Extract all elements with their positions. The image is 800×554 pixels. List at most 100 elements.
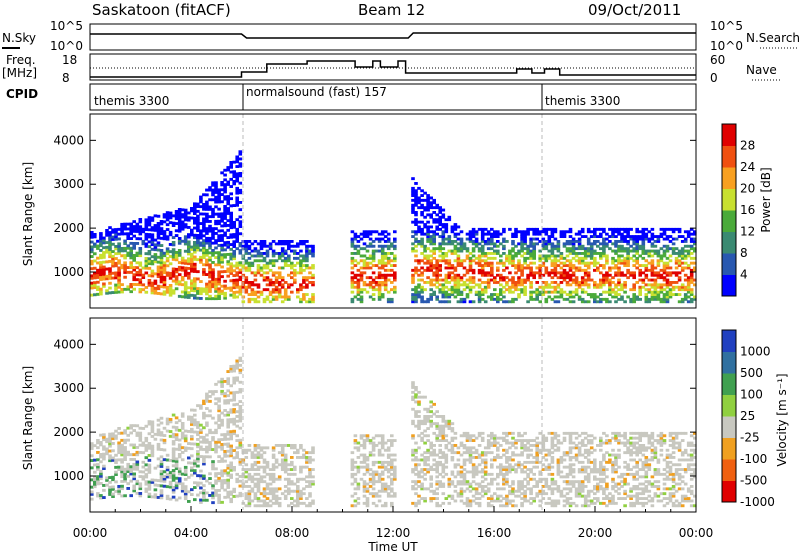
power-cell <box>502 300 506 304</box>
power-cell <box>159 251 164 255</box>
power-cell <box>544 285 549 289</box>
power-cell <box>217 222 221 226</box>
power-cell <box>214 195 218 199</box>
power-cell <box>117 261 121 265</box>
velocity-cell <box>171 486 176 489</box>
power-cell <box>153 224 158 227</box>
velocity-cell <box>244 504 249 508</box>
power-cell <box>599 232 603 236</box>
velocity-cell <box>196 423 200 427</box>
power-cell <box>202 207 206 211</box>
power-cell <box>453 227 458 231</box>
power-cell <box>423 198 427 202</box>
power-cell <box>665 300 670 304</box>
velocity-cell <box>150 495 155 499</box>
power-cell <box>308 249 312 253</box>
velocity-cell <box>390 494 394 498</box>
power-cell <box>629 297 633 301</box>
power-cell <box>544 230 549 234</box>
power-cell <box>196 209 200 213</box>
power-cell <box>193 250 197 254</box>
velocity-cell <box>214 450 218 454</box>
power-cell <box>683 297 688 301</box>
velocity-cell <box>123 455 127 459</box>
velocity-cell <box>386 460 391 464</box>
power-cell <box>196 277 200 281</box>
power-cell <box>553 264 558 267</box>
power-cell <box>141 283 146 287</box>
power-cell <box>438 273 442 277</box>
power-cell <box>214 294 218 298</box>
velocity-cell <box>220 479 224 483</box>
power-cell <box>377 290 382 294</box>
power-cell <box>562 242 567 246</box>
velocity-cell <box>462 482 467 486</box>
power-cell <box>377 259 382 263</box>
power-cell <box>456 283 461 287</box>
power-cell <box>126 266 130 269</box>
power-cell <box>420 290 424 294</box>
power-cell <box>159 280 164 284</box>
power-cell <box>580 227 585 231</box>
power-cell <box>668 290 673 294</box>
power-cell <box>435 285 439 289</box>
power-cell <box>241 300 246 304</box>
velocity-cell <box>386 468 391 471</box>
power-cell <box>477 264 482 267</box>
velocity-cell <box>223 495 227 499</box>
power-cell <box>441 232 446 236</box>
power-cell <box>362 261 367 265</box>
velocity-cell <box>280 446 285 450</box>
power-cell <box>638 293 642 296</box>
velocity-cell <box>202 493 206 497</box>
power-cell <box>641 249 646 253</box>
velocity-cell <box>365 439 370 442</box>
power-cell <box>553 271 558 275</box>
velocity-cell <box>196 457 200 461</box>
power-cell <box>311 264 315 267</box>
velocity-cell <box>450 470 455 474</box>
velocity-cell <box>429 419 433 423</box>
power-cell <box>229 218 233 222</box>
velocity-cell <box>223 471 227 475</box>
velocity-cell <box>429 400 433 404</box>
velocity-cell <box>226 486 230 489</box>
power-cell <box>162 271 167 274</box>
velocity-cell <box>117 468 121 471</box>
velocity-cell <box>132 487 136 490</box>
velocity-cell <box>226 394 230 398</box>
power-cell <box>274 295 279 299</box>
velocity-cell <box>183 497 188 501</box>
velocity-cell <box>120 494 124 498</box>
power-cell <box>674 247 679 251</box>
power-cell <box>165 271 170 275</box>
power-cell <box>450 266 455 270</box>
velocity-cell <box>350 482 355 486</box>
power-cell <box>217 272 221 276</box>
velocity-cell <box>386 485 391 488</box>
power-cell <box>689 278 694 282</box>
velocity-cell <box>441 456 446 459</box>
velocity-cell <box>126 465 130 469</box>
velocity-cell <box>459 434 464 438</box>
power-cell <box>383 288 388 292</box>
power-cell <box>483 254 488 258</box>
power-cell <box>662 230 667 234</box>
velocity-cell <box>223 488 227 492</box>
velocity-cell <box>268 504 273 508</box>
power-cell <box>371 230 376 234</box>
power-cell <box>238 157 243 161</box>
power-cell <box>229 185 233 188</box>
velocity-cell <box>441 453 446 457</box>
power-cell <box>262 288 267 292</box>
velocity-cell <box>159 474 164 478</box>
power-cell <box>453 285 458 289</box>
velocity-cell <box>265 487 270 491</box>
power-cell <box>468 278 473 282</box>
power-cell <box>599 300 603 304</box>
power-cell <box>517 242 521 246</box>
power-cell <box>105 241 109 244</box>
power-cell <box>544 244 549 248</box>
velocity-cell <box>302 448 306 452</box>
power-cell <box>474 244 479 248</box>
